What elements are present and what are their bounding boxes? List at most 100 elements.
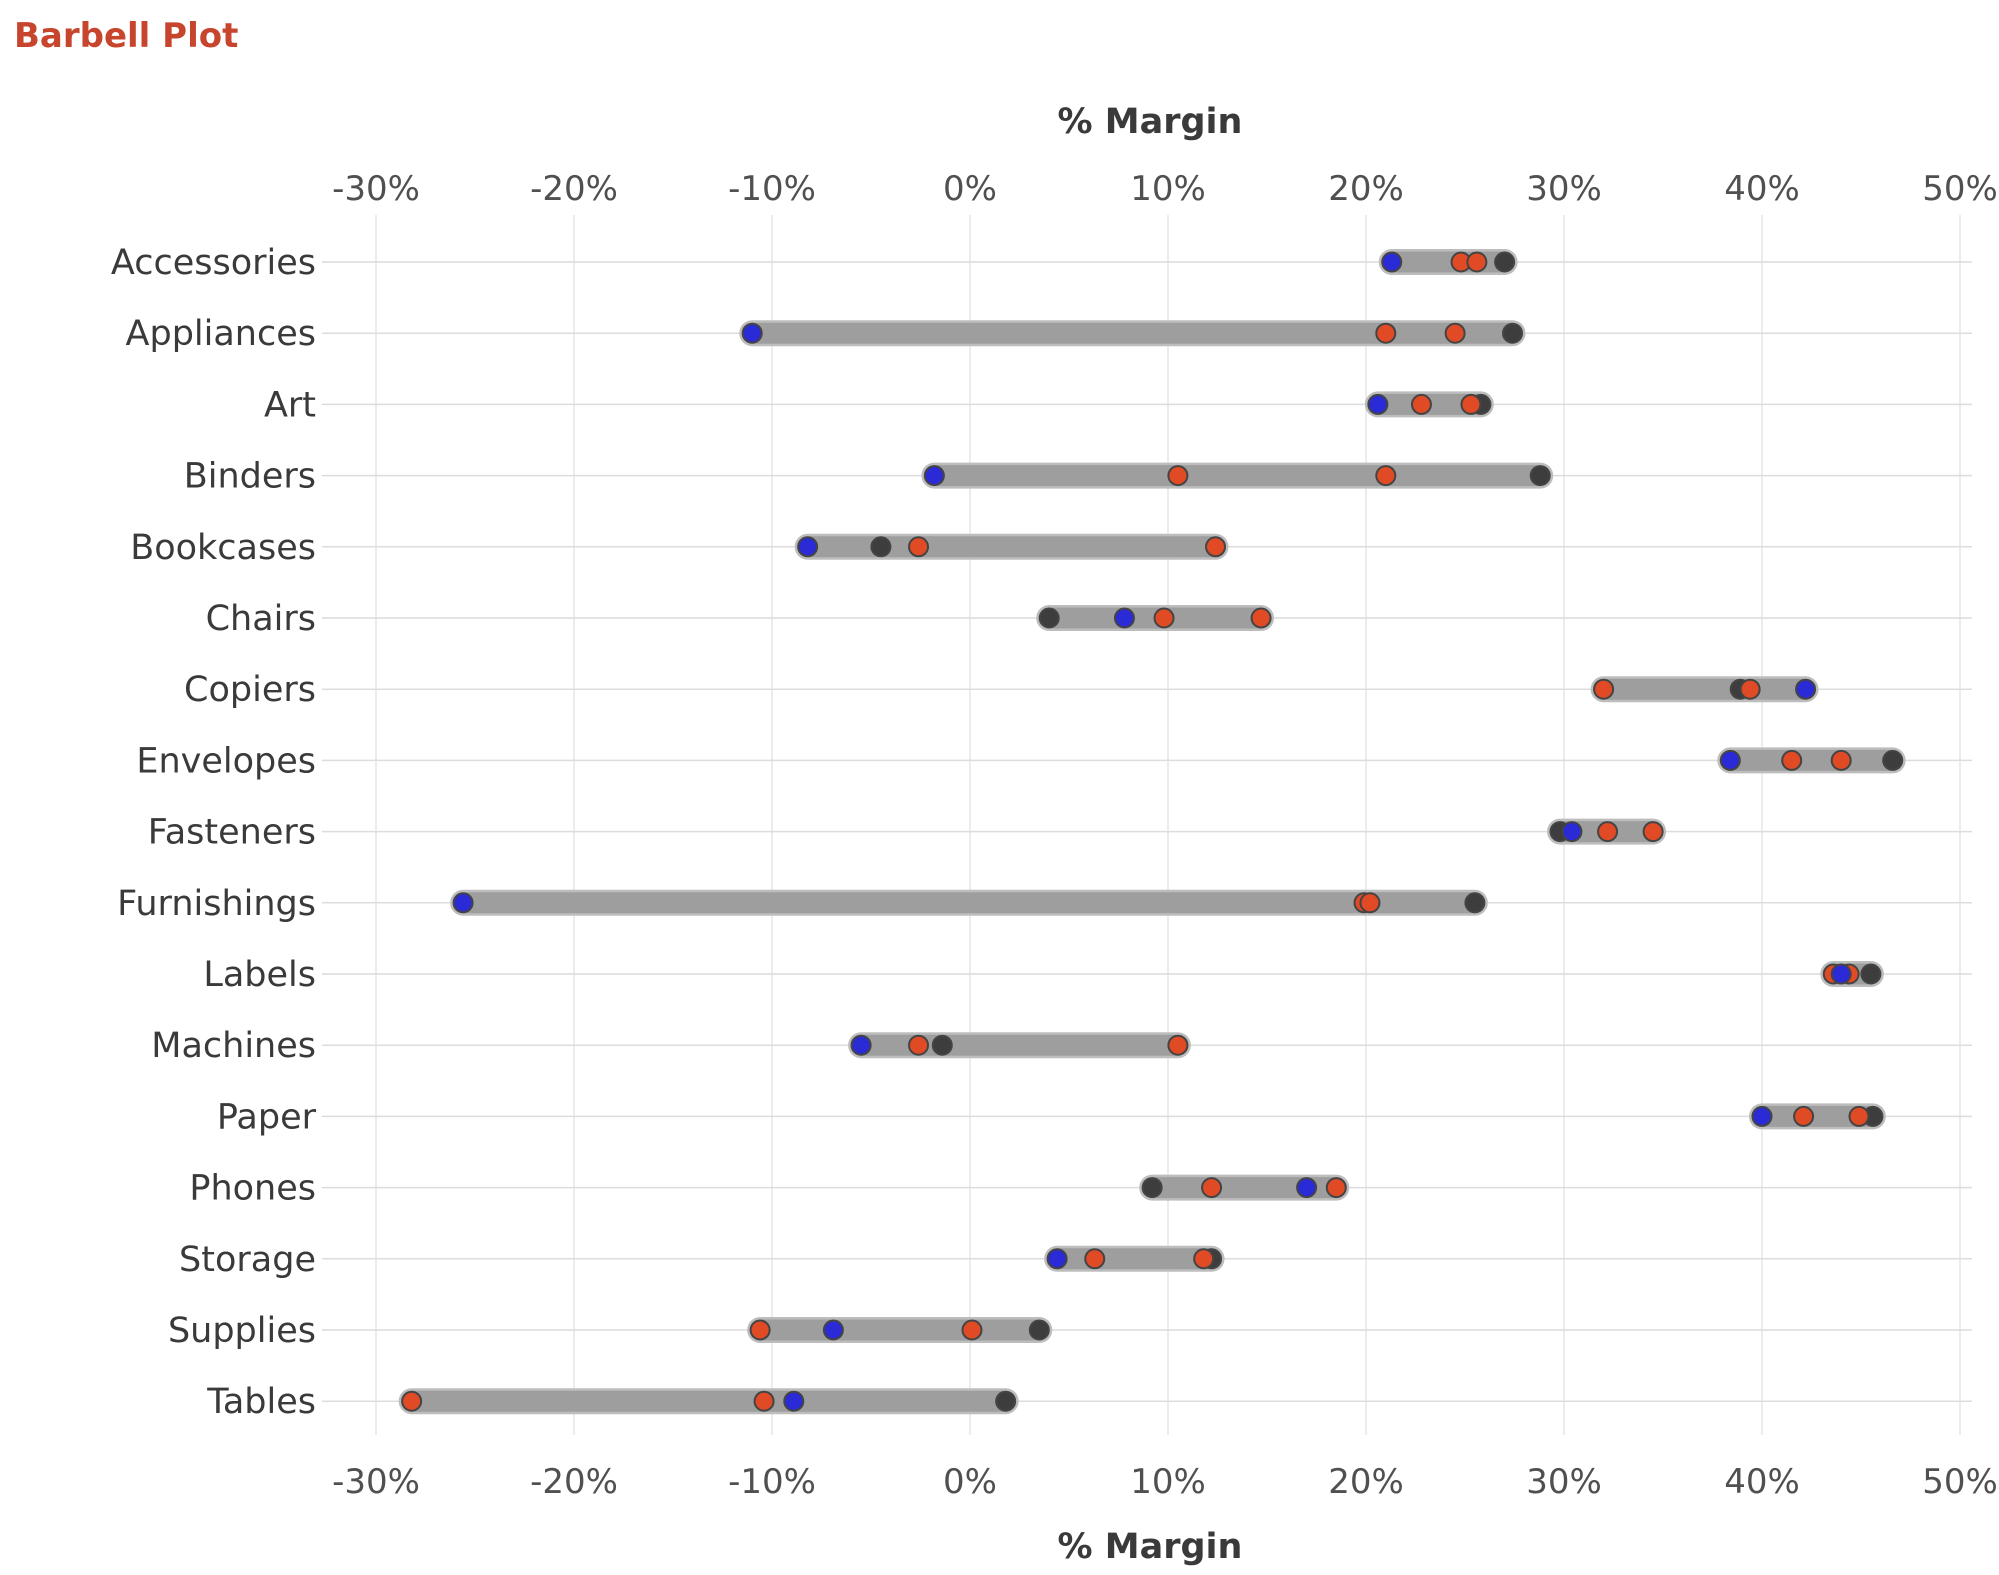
- dark-marker: [995, 1390, 1017, 1412]
- dark-marker: [870, 536, 892, 558]
- x-tick-label-top: 10%: [1130, 169, 1206, 209]
- x-tick-label-bottom: 0%: [943, 1462, 997, 1502]
- red-marker: [1597, 821, 1619, 843]
- x-tick-label-top: 0%: [943, 169, 997, 209]
- blue-marker: [1719, 749, 1741, 771]
- category-label: Labels: [203, 955, 316, 995]
- red-marker: [1410, 393, 1432, 415]
- red-marker: [1167, 1034, 1189, 1056]
- red-marker: [1375, 322, 1397, 344]
- x-tick-label-top: 30%: [1526, 169, 1602, 209]
- category-label: Fasteners: [148, 813, 316, 853]
- blue-marker: [1561, 821, 1583, 843]
- grid-lines: [375, 215, 1961, 1435]
- x-axis-bottom-ticks: -30% -20% -10% 0% 10% 20% 30% 40% 50%: [332, 1462, 1998, 1502]
- x-tick-label-bottom: 50%: [1922, 1462, 1998, 1502]
- red-marker: [753, 1390, 775, 1412]
- x-tick-label-bottom: -20%: [530, 1462, 618, 1502]
- category-label: Bookcases: [130, 528, 316, 568]
- x-tick-label-bottom: -10%: [728, 1462, 816, 1502]
- category-label: Furnishings: [117, 884, 316, 924]
- red-marker: [1793, 1105, 1815, 1127]
- category-label: Storage: [179, 1240, 316, 1280]
- blue-marker: [783, 1390, 805, 1412]
- red-marker: [1848, 1105, 1870, 1127]
- x-axis-title-top: % Margin: [1058, 102, 1243, 142]
- red-marker: [1153, 607, 1175, 629]
- dark-marker: [1882, 749, 1904, 771]
- blue-marker: [797, 536, 819, 558]
- red-marker: [1444, 322, 1466, 344]
- dark-marker: [1464, 892, 1486, 914]
- red-marker: [401, 1390, 423, 1412]
- blue-marker: [1751, 1105, 1773, 1127]
- blue-marker: [1367, 393, 1389, 415]
- category-label: Chairs: [206, 599, 316, 639]
- red-marker: [1830, 749, 1852, 771]
- category-label: Binders: [184, 457, 316, 497]
- x-tick-label-top: -10%: [728, 169, 816, 209]
- red-marker: [1084, 1248, 1106, 1270]
- x-tick-label-top: 20%: [1328, 169, 1404, 209]
- red-marker: [961, 1319, 983, 1341]
- red-marker: [1781, 749, 1803, 771]
- category-label: Tables: [206, 1382, 316, 1422]
- dark-marker: [1028, 1319, 1050, 1341]
- red-marker: [1250, 607, 1272, 629]
- red-marker: [749, 1319, 771, 1341]
- blue-marker: [923, 465, 945, 487]
- x-tick-label-top: 50%: [1922, 169, 1998, 209]
- blue-marker: [741, 322, 763, 344]
- dark-marker: [1502, 322, 1524, 344]
- x-tick-label-top: -20%: [530, 169, 618, 209]
- dark-marker: [1141, 1177, 1163, 1199]
- barbell-bars: [398, 249, 1906, 1415]
- red-marker: [1359, 892, 1381, 914]
- category-label: Supplies: [168, 1311, 316, 1351]
- category-label: Appliances: [126, 314, 316, 354]
- dark-marker: [1038, 607, 1060, 629]
- blue-marker: [1046, 1248, 1068, 1270]
- row-lines: [322, 261, 1972, 1402]
- category-label: Art: [264, 385, 316, 425]
- barbell-markers: [401, 251, 1904, 1412]
- x-tick-label-bottom: -30%: [332, 1462, 420, 1502]
- blue-marker: [850, 1034, 872, 1056]
- category-label: Accessories: [111, 243, 316, 283]
- category-label: Copiers: [184, 670, 316, 710]
- x-tick-label-top: 40%: [1724, 169, 1800, 209]
- x-axis-top-ticks: -30% -20% -10% 0% 10% 20% 30% 40% 50%: [332, 169, 1998, 209]
- blue-marker: [1830, 963, 1852, 985]
- red-marker: [1642, 821, 1664, 843]
- x-tick-label-top: -30%: [332, 169, 420, 209]
- blue-marker: [1113, 607, 1135, 629]
- blue-marker: [822, 1319, 844, 1341]
- blue-marker: [1296, 1177, 1318, 1199]
- category-label: Envelopes: [136, 741, 316, 781]
- dark-marker: [931, 1034, 953, 1056]
- red-marker: [1325, 1177, 1347, 1199]
- red-marker: [908, 536, 930, 558]
- category-labels: Accessories Appliances Art Binders Bookcases…: [111, 243, 317, 1422]
- red-marker: [908, 1034, 930, 1056]
- dark-marker: [1860, 963, 1882, 985]
- blue-marker: [1795, 678, 1817, 700]
- category-label: Machines: [151, 1026, 316, 1066]
- x-axis-title-bottom: % Margin: [1058, 1527, 1243, 1567]
- x-tick-label-bottom: 30%: [1526, 1462, 1602, 1502]
- blue-marker: [452, 892, 474, 914]
- category-label: Phones: [189, 1169, 316, 1209]
- red-marker: [1193, 1248, 1215, 1270]
- category-label: Paper: [217, 1097, 317, 1137]
- red-marker: [1205, 536, 1227, 558]
- dark-marker: [1529, 465, 1551, 487]
- x-tick-label-bottom: 40%: [1724, 1462, 1800, 1502]
- red-marker: [1739, 678, 1761, 700]
- red-marker: [1466, 251, 1488, 273]
- red-marker: [1375, 465, 1397, 487]
- blue-marker: [1381, 251, 1403, 273]
- red-marker: [1460, 393, 1482, 415]
- x-tick-label-bottom: 10%: [1130, 1462, 1206, 1502]
- red-marker: [1201, 1177, 1223, 1199]
